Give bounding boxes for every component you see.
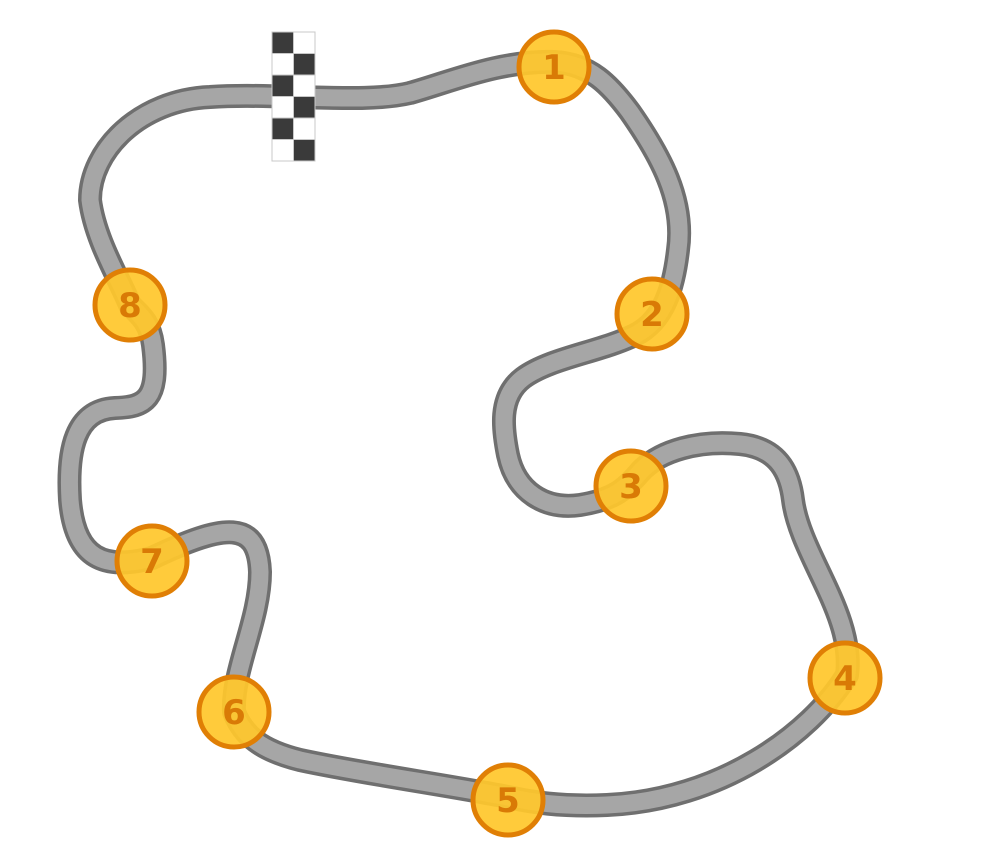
flag-square [293, 139, 316, 162]
checkpoint-circle [516, 29, 592, 105]
flag-square [293, 53, 316, 76]
flag-square [271, 117, 294, 140]
checkpoint-number: 8 [118, 286, 142, 326]
flag-square [271, 96, 294, 119]
flag-square [271, 139, 294, 162]
checkpoint-circle [92, 267, 168, 343]
flag-square [271, 53, 294, 76]
checkpoint-markers: 1 2 3 4 5 6 7 8 [92, 29, 883, 838]
checkpoint-circle [593, 448, 669, 524]
checkpoint-4[interactable]: 4 [807, 640, 883, 716]
checkpoint-circle [614, 276, 690, 352]
flag-square [271, 31, 294, 54]
checkpoint-number: 3 [619, 467, 643, 507]
checkpoint-circle [196, 674, 272, 750]
checkpoint-number: 4 [833, 659, 857, 699]
checkpoint-number: 7 [140, 542, 164, 582]
flag-square [271, 74, 294, 97]
checkpoint-1[interactable]: 1 [516, 29, 592, 105]
checkpoint-8[interactable]: 8 [92, 267, 168, 343]
flag-square [293, 117, 316, 140]
checkpoint-3[interactable]: 3 [593, 448, 669, 524]
checkpoint-number: 2 [640, 295, 664, 335]
checkpoint-circle [470, 762, 546, 838]
checkpoint-number: 5 [496, 781, 520, 821]
flag-square [293, 96, 316, 119]
checkpoint-circle [114, 523, 190, 599]
checkpoint-circle [807, 640, 883, 716]
checkpoint-number: 6 [222, 693, 246, 733]
checkpoint-number: 1 [542, 48, 566, 88]
race-track [57, 49, 860, 818]
checkered-flag-icon [271, 31, 316, 162]
flag-square [293, 74, 316, 97]
track-outline [57, 49, 860, 818]
checkpoint-7[interactable]: 7 [114, 523, 190, 599]
checkpoint-5[interactable]: 5 [470, 762, 546, 838]
track-surface [60, 53, 857, 814]
checkpoint-2[interactable]: 2 [614, 276, 690, 352]
checkpoint-6[interactable]: 6 [196, 674, 272, 750]
flag-square [293, 31, 316, 54]
